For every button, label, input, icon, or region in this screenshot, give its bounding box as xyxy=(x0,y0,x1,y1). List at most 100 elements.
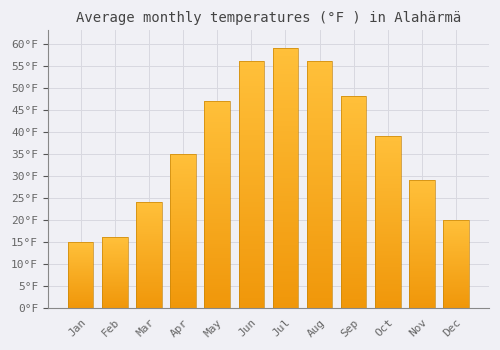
Bar xyxy=(238,244,264,246)
Bar xyxy=(341,268,366,270)
Bar xyxy=(238,160,264,162)
Bar xyxy=(170,286,196,288)
Bar xyxy=(102,250,128,251)
Bar xyxy=(307,175,332,177)
Bar xyxy=(68,281,94,282)
Bar xyxy=(443,238,469,239)
Bar xyxy=(307,194,332,197)
Bar xyxy=(238,103,264,106)
Bar xyxy=(238,226,264,229)
Bar xyxy=(170,297,196,299)
Bar xyxy=(102,237,128,238)
Bar xyxy=(238,256,264,258)
Bar xyxy=(375,186,400,188)
Bar xyxy=(375,241,400,243)
Bar xyxy=(102,247,128,248)
Bar xyxy=(68,290,94,291)
Bar xyxy=(375,141,400,143)
Bar xyxy=(204,130,230,132)
Bar xyxy=(170,302,196,303)
Bar xyxy=(272,232,298,235)
Bar xyxy=(272,238,298,240)
Bar xyxy=(272,292,298,295)
Bar xyxy=(272,95,298,97)
Bar xyxy=(307,170,332,172)
Bar xyxy=(170,241,196,243)
Bar xyxy=(341,259,366,261)
Bar xyxy=(341,295,366,297)
Bar xyxy=(341,194,366,196)
Bar xyxy=(341,136,366,139)
Bar xyxy=(409,266,434,267)
Bar xyxy=(443,248,469,249)
Bar xyxy=(136,219,162,220)
Bar xyxy=(102,259,128,260)
Bar xyxy=(375,227,400,229)
Bar xyxy=(136,248,162,250)
Bar xyxy=(341,170,366,173)
Bar xyxy=(341,189,366,191)
Bar xyxy=(136,252,162,253)
Bar xyxy=(204,169,230,171)
Bar xyxy=(102,280,128,281)
Bar xyxy=(170,305,196,306)
Bar xyxy=(204,225,230,227)
Bar xyxy=(375,256,400,258)
Bar xyxy=(238,231,264,234)
Bar xyxy=(307,271,332,273)
Bar xyxy=(204,202,230,204)
Bar xyxy=(136,288,162,289)
Bar xyxy=(102,279,128,280)
Bar xyxy=(68,242,94,308)
Bar xyxy=(409,256,434,257)
Bar xyxy=(409,238,434,239)
Bar xyxy=(307,111,332,113)
Bar xyxy=(341,248,366,251)
Bar xyxy=(272,110,298,113)
Bar xyxy=(238,175,264,177)
Bar xyxy=(136,240,162,241)
Bar xyxy=(170,266,196,268)
Bar xyxy=(102,278,128,279)
Bar xyxy=(136,266,162,267)
Bar xyxy=(170,261,196,263)
Bar xyxy=(136,262,162,264)
Bar xyxy=(307,130,332,133)
Bar xyxy=(204,248,230,250)
Bar xyxy=(307,158,332,160)
Bar xyxy=(170,256,196,257)
Bar xyxy=(204,250,230,252)
Bar xyxy=(136,304,162,306)
Bar xyxy=(307,295,332,298)
Bar xyxy=(170,274,196,275)
Bar xyxy=(238,224,264,226)
Bar xyxy=(307,162,332,165)
Bar xyxy=(307,286,332,288)
Bar xyxy=(170,232,196,234)
Bar xyxy=(409,184,434,185)
Bar xyxy=(68,299,94,300)
Bar xyxy=(238,113,264,116)
Bar xyxy=(272,303,298,305)
Bar xyxy=(307,229,332,231)
Bar xyxy=(443,259,469,260)
Bar xyxy=(341,120,366,122)
Bar xyxy=(307,204,332,207)
Bar xyxy=(102,292,128,293)
Bar xyxy=(375,224,400,225)
Bar xyxy=(204,194,230,196)
Bar xyxy=(68,270,94,271)
Bar xyxy=(136,214,162,215)
Bar xyxy=(443,222,469,223)
Bar xyxy=(136,225,162,226)
Bar xyxy=(136,232,162,233)
Bar xyxy=(375,231,400,232)
Bar xyxy=(170,228,196,229)
Bar xyxy=(375,248,400,250)
Bar xyxy=(341,113,366,116)
Bar xyxy=(272,235,298,238)
Bar xyxy=(238,116,264,118)
Bar xyxy=(102,299,128,300)
Bar xyxy=(307,89,332,91)
Bar xyxy=(375,292,400,294)
